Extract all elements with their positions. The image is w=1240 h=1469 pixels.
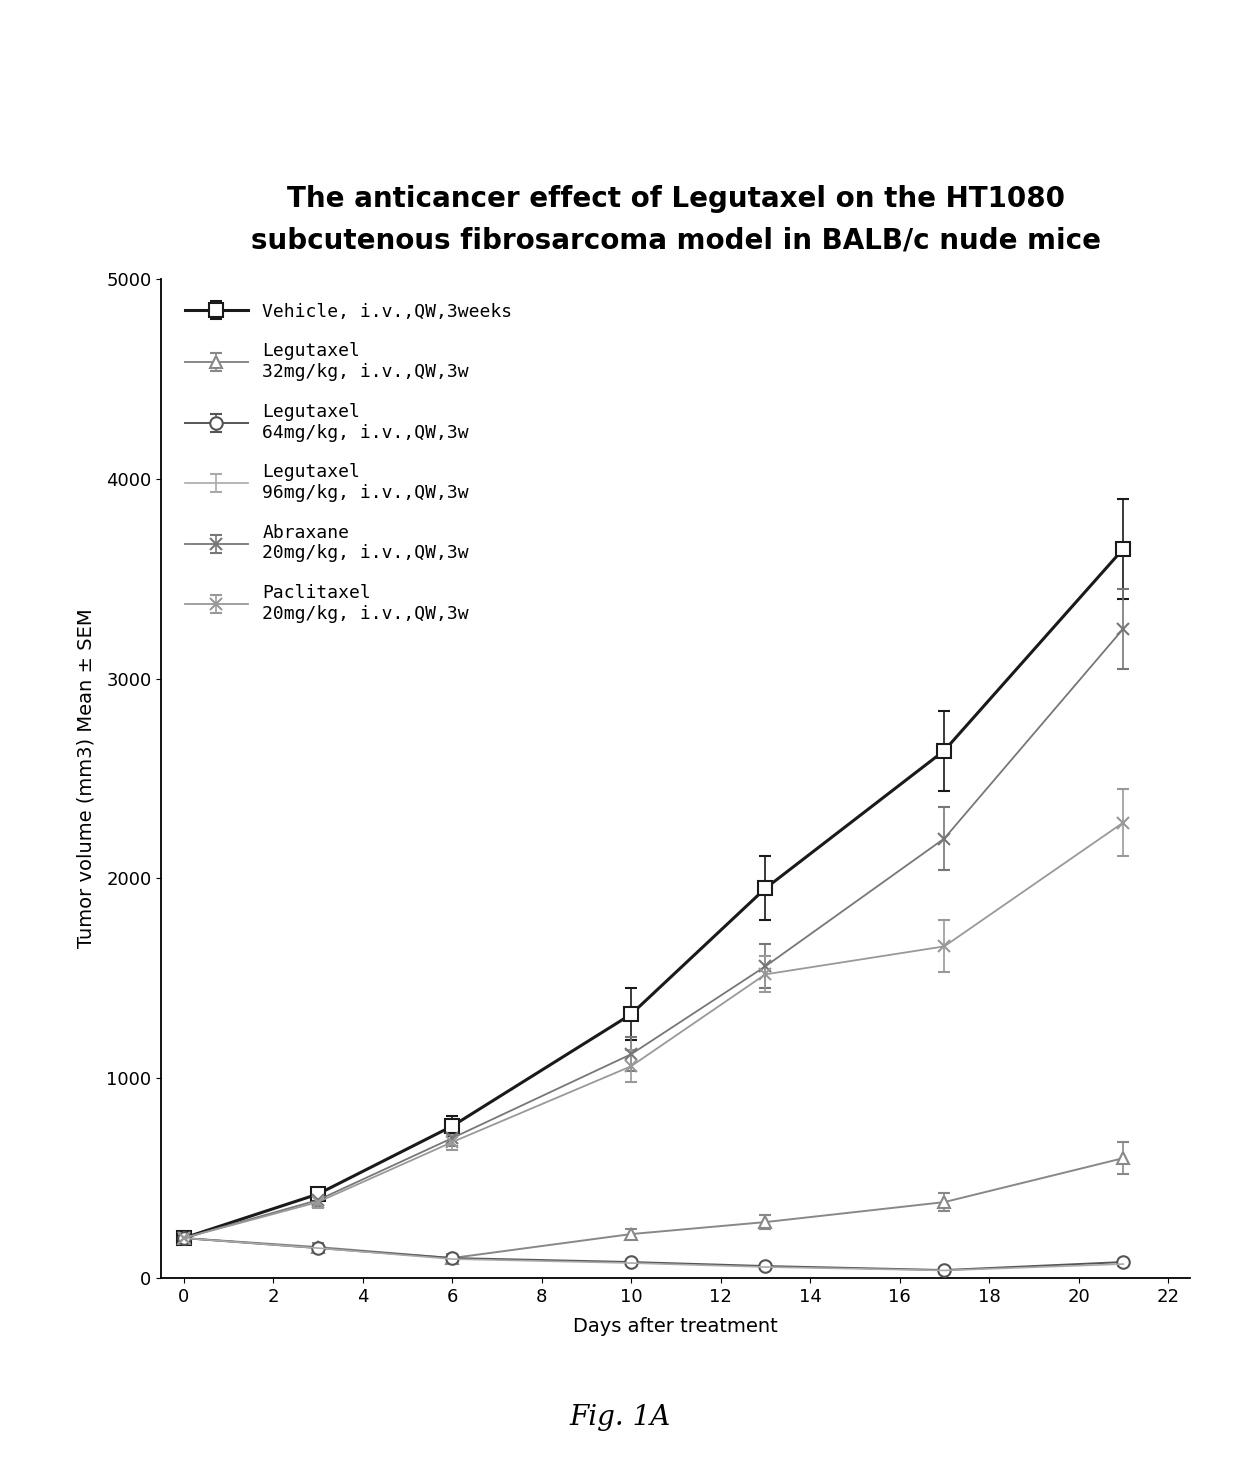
Legend: Vehicle, i.v.,QW,3weeks, Legutaxel
32mg/kg, i.v.,QW,3w, Legutaxel
64mg/kg, i.v.,: Vehicle, i.v.,QW,3weeks, Legutaxel 32mg/… <box>170 288 527 638</box>
X-axis label: Days after treatment: Days after treatment <box>573 1316 779 1335</box>
Y-axis label: Tumor volume (mm3) Mean ± SEM: Tumor volume (mm3) Mean ± SEM <box>76 608 95 949</box>
Text: Fig. 1A: Fig. 1A <box>569 1404 671 1431</box>
Title: The anticancer effect of Legutaxel on the HT1080
subcutenous fibrosarcoma model : The anticancer effect of Legutaxel on th… <box>250 185 1101 254</box>
